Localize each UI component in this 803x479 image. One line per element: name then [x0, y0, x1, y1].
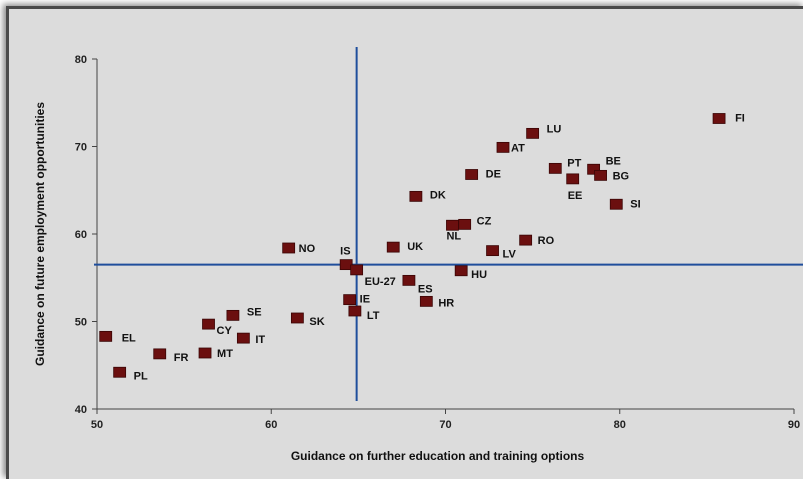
data-point-lt [348, 305, 362, 317]
data-label-cy: CY [217, 325, 233, 337]
data-label-fi: FI [735, 113, 745, 125]
data-label-es: ES [418, 283, 433, 295]
data-label-cz: CZ [477, 215, 492, 227]
data-point-fr [153, 348, 167, 360]
data-label-at: AT [511, 142, 525, 154]
data-point-lv [486, 245, 499, 257]
data-point-cz [458, 218, 472, 230]
data-point-bg [594, 169, 607, 181]
data-point-mt [198, 347, 212, 359]
x-tick-label: 80 [614, 419, 626, 431]
data-point-no [282, 242, 296, 254]
data-point-es [402, 274, 416, 286]
data-label-fr: FR [174, 352, 189, 364]
data-label-si: SI [630, 198, 640, 210]
data-label-it: IT [255, 334, 265, 346]
data-label-no: NO [299, 243, 316, 255]
data-point-lu [526, 127, 540, 139]
axes: 50 60 70 80 90 40 50 60 70 80 [75, 54, 800, 431]
data-point-nl [446, 219, 459, 231]
data-point-hu [454, 265, 468, 277]
data-point-pt [548, 162, 562, 174]
data-point-se [226, 309, 240, 321]
data-label-hu: HU [471, 269, 487, 281]
data-point-el [99, 330, 113, 342]
data-point-uk [386, 241, 400, 253]
data-label-is: IS [340, 246, 350, 258]
data-label-uk: UK [407, 241, 423, 253]
scatter-chart: 50 60 70 80 90 40 50 60 70 80 FI LU AT PT BE BG EE DE DK S… [33, 47, 803, 463]
data-label-lu: LU [547, 123, 562, 135]
data-point-ro [519, 234, 533, 246]
chart-panel: 50 60 70 80 90 40 50 60 70 80 FI LU AT PT BE BG EE DE DK S… [6, 6, 803, 479]
data-label-pt: PT [567, 157, 581, 169]
data-point-sk [290, 312, 304, 324]
x-axis-title: Guidance on further education and traini… [291, 449, 585, 463]
data-label-ie: IE [360, 294, 370, 306]
data-label-hr: HR [438, 297, 454, 309]
y-tick-label: 40 [75, 404, 87, 416]
data-label-be: BE [606, 155, 621, 167]
data-point-pl [113, 366, 127, 378]
y-tick-label: 50 [75, 317, 87, 329]
data-point-hr [419, 295, 433, 307]
data-label-dk: DK [430, 189, 446, 201]
data-points: FI LU AT PT BE BG EE DE DK SI CZ NL RO UK LV NO IS EU-27 H… [99, 113, 745, 382]
data-label-sk: SK [309, 316, 324, 328]
data-point-ie [343, 294, 357, 306]
data-label-el: EL [122, 332, 136, 344]
y-tick-label: 70 [75, 142, 87, 154]
data-point-dk [409, 190, 423, 202]
y-tick-label: 80 [75, 54, 87, 66]
data-point-si [609, 198, 623, 210]
data-label-eu-27: EU-27 [365, 276, 396, 288]
data-label-ee: EE [568, 190, 583, 202]
data-point-de [465, 169, 479, 180]
data-label-se: SE [247, 306, 262, 318]
data-label-lv: LV [503, 249, 517, 261]
data-label-nl: NL [446, 230, 461, 242]
y-axis-title: Guidance on future employment opportunit… [33, 102, 47, 366]
data-point-at [496, 141, 510, 153]
data-point-cy [202, 318, 215, 330]
data-point-it [236, 332, 250, 344]
data-label-ro: RO [538, 235, 555, 247]
x-tick-label: 60 [265, 419, 277, 431]
data-label-de: DE [486, 169, 501, 181]
data-point-be [587, 163, 601, 175]
data-label-bg: BG [613, 170, 630, 182]
x-tick-label: 50 [91, 419, 103, 431]
data-point-ee [566, 173, 580, 185]
reference-lines [94, 47, 803, 401]
data-point-fi [712, 113, 726, 124]
x-tick-label: 70 [439, 419, 451, 431]
y-tick-label: 60 [75, 229, 87, 241]
data-point-eu-27 [350, 264, 364, 276]
data-label-mt: MT [217, 348, 233, 360]
data-label-lt: LT [367, 310, 380, 322]
x-tick-label: 90 [788, 419, 800, 431]
data-label-pl: PL [134, 370, 148, 382]
